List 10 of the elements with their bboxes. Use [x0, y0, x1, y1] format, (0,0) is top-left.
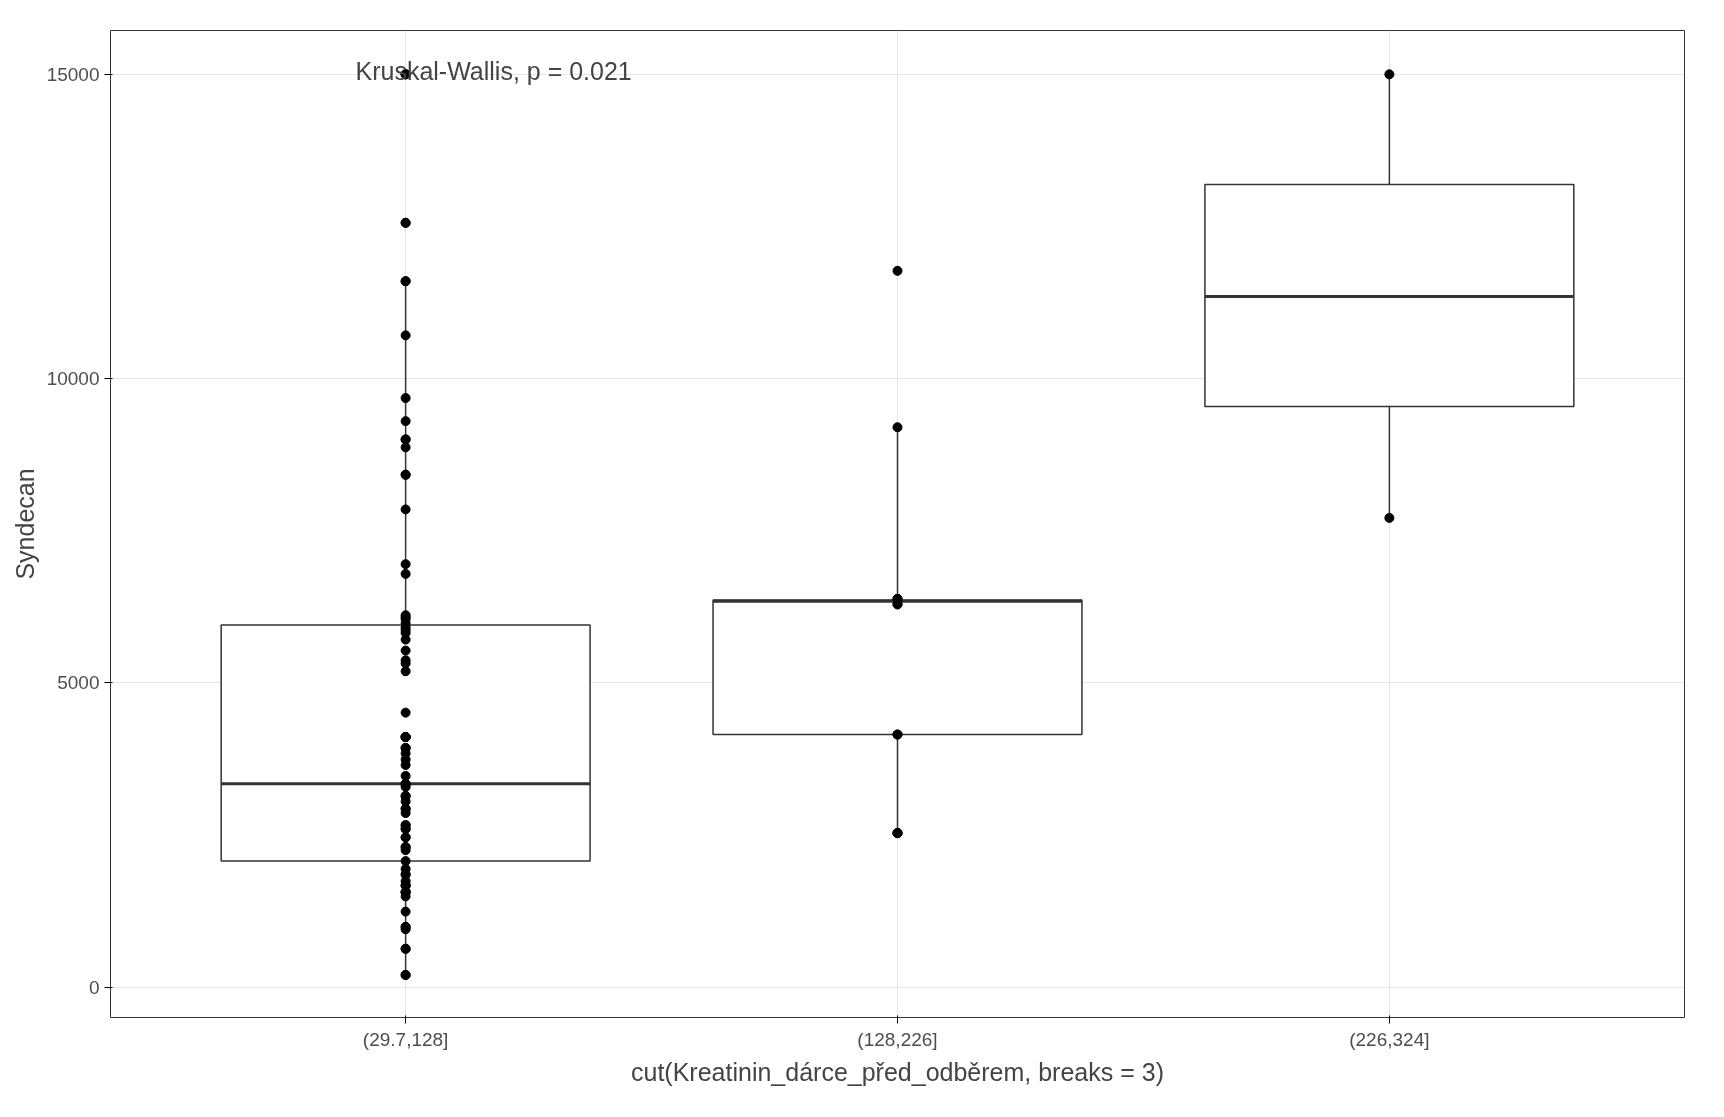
y-tick-label: 5000: [57, 672, 100, 694]
y-tick-label: 0: [88, 976, 100, 998]
annotation: Kruskal-Wallis, p = 0.021: [355, 56, 632, 85]
y-tick-label: 10000: [46, 368, 100, 390]
x-tick-label: (128,226]: [857, 1028, 938, 1050]
y-tick-label: 15000: [46, 63, 100, 85]
x-tick-label: (226,324]: [1349, 1028, 1430, 1050]
y-axis-title: Syndecan: [10, 468, 39, 580]
x-tick-label: (29.7,128]: [362, 1028, 449, 1050]
x-axis-title: cut(Kreatinin_dárce_před_odběrem, breaks = 3): [631, 1057, 1164, 1086]
